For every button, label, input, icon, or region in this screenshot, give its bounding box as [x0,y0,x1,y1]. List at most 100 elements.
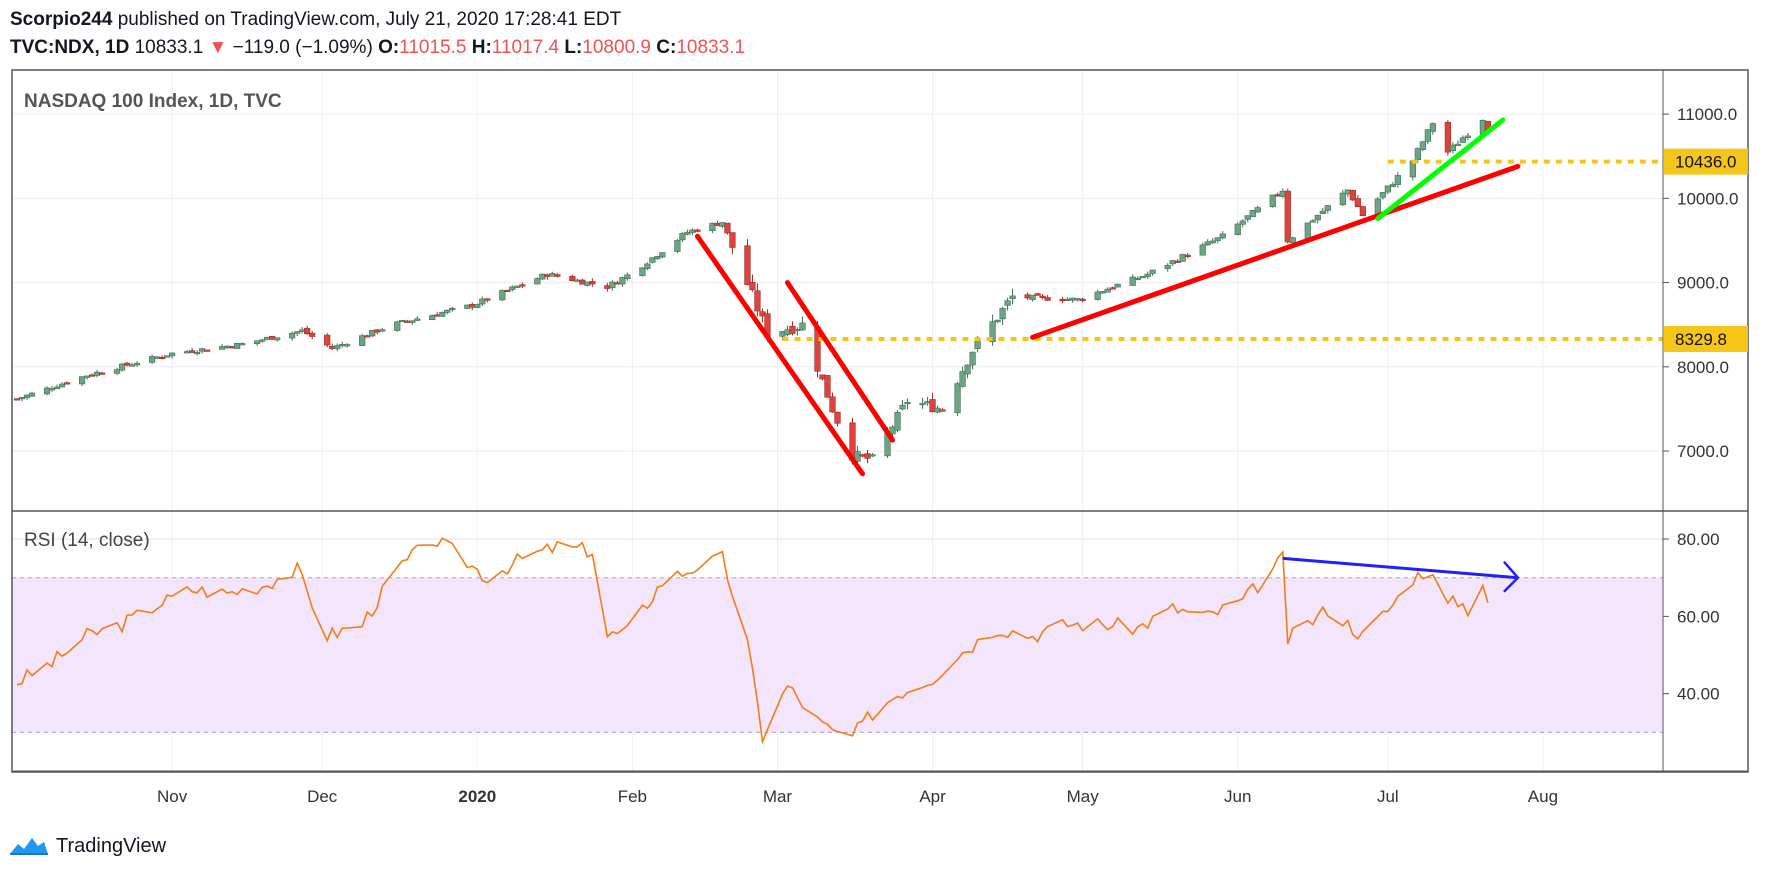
candle [994,319,1001,323]
x-tick-label: Dec [307,787,338,806]
rsi-tick-label: 60.00 [1677,607,1720,626]
footer: TradingView [8,834,166,858]
candle [754,290,761,312]
candle [1394,175,1401,185]
candle [999,308,1006,320]
candle [1034,293,1041,296]
candle [1249,210,1256,218]
candle [63,382,71,385]
y-tick-label: 10000.0 [1677,189,1738,208]
candle [133,363,141,366]
candle [194,352,201,355]
candle [53,386,61,389]
candle [1129,276,1136,286]
candle [484,298,491,301]
candle [969,351,976,366]
candle [444,309,451,313]
open-value: 11015.5 [399,37,467,58]
candle [1314,215,1321,221]
candle [304,328,311,335]
last-price: 10833.1 [134,37,204,58]
close-label: C: [656,37,677,58]
level-price-tag [1664,148,1748,175]
axes: Nov Dec 2020 Feb Mar Apr May Jun Jul Aug 7000.0 800… [11,69,1749,806]
candle [1389,184,1396,188]
low-label: L: [564,37,583,58]
candle [724,222,731,234]
candle [919,403,926,406]
candle [128,364,136,367]
candle [1114,283,1121,288]
candle [989,321,996,343]
candle [509,286,516,291]
brand-name[interactable]: TradingView [56,834,167,857]
green-trend-line [1375,117,1506,222]
price-panel[interactable] [13,117,1663,477]
y-tick-label: 7000.0 [1677,442,1729,461]
x-tick-label: 2020 [458,787,496,806]
candle [1454,143,1461,146]
open-label: O: [378,37,400,58]
candle [439,312,446,317]
candle [334,345,341,350]
candle [829,396,836,413]
candle [364,335,371,338]
candle [639,267,646,276]
candle [168,352,176,357]
candle [659,252,666,258]
candle [499,290,506,301]
candle [1309,220,1316,223]
price-labels: 10436.0 8329.8 [1664,148,1748,353]
candle [1174,260,1181,263]
candle [48,388,56,391]
author-name[interactable]: Scorpio244 [10,9,113,30]
candle [1354,198,1361,207]
chart-header: Scorpio244 published on TradingView.com,… [10,6,745,62]
candle [118,363,126,371]
candle [519,284,526,287]
candle [534,278,541,285]
divergence-arrow-icon [1502,560,1520,593]
candle [474,304,481,308]
candle [1204,241,1211,246]
candle [429,315,436,320]
candle [234,343,241,349]
high-label: H: [471,37,492,58]
candle [259,339,266,342]
candle [899,404,906,410]
y-tick-label: 11000.0 [1677,105,1737,124]
candle [204,349,211,352]
x-tick-label: May [1067,787,1100,806]
candle [1419,141,1426,150]
candle [449,307,456,310]
candle [369,329,376,337]
candle [1139,276,1146,279]
candle [1289,237,1296,244]
candle [359,335,366,346]
candle [1429,123,1436,132]
candle [834,411,841,424]
price-change: −119.0 (−1.09%) [232,37,373,58]
candle [189,350,196,353]
candle [514,285,521,288]
symbol-interval[interactable]: TVC:NDX, 1D [10,37,130,58]
x-tick-label: Jun [1224,787,1251,806]
candle [98,372,106,375]
candle [749,281,756,291]
rsi-panel[interactable] [12,537,1663,745]
candle [394,321,401,331]
candle [649,257,656,263]
candle [294,331,301,334]
candle [939,409,946,412]
red-trend-line [784,280,896,443]
x-tick-label: Jul [1377,787,1399,806]
candle [964,364,971,375]
rsi-divergence-line [1282,556,1519,580]
candle [1104,288,1111,293]
candle [123,362,131,366]
candle [1424,129,1431,142]
candle [894,411,901,431]
candle [799,322,806,331]
candle [1379,192,1386,198]
